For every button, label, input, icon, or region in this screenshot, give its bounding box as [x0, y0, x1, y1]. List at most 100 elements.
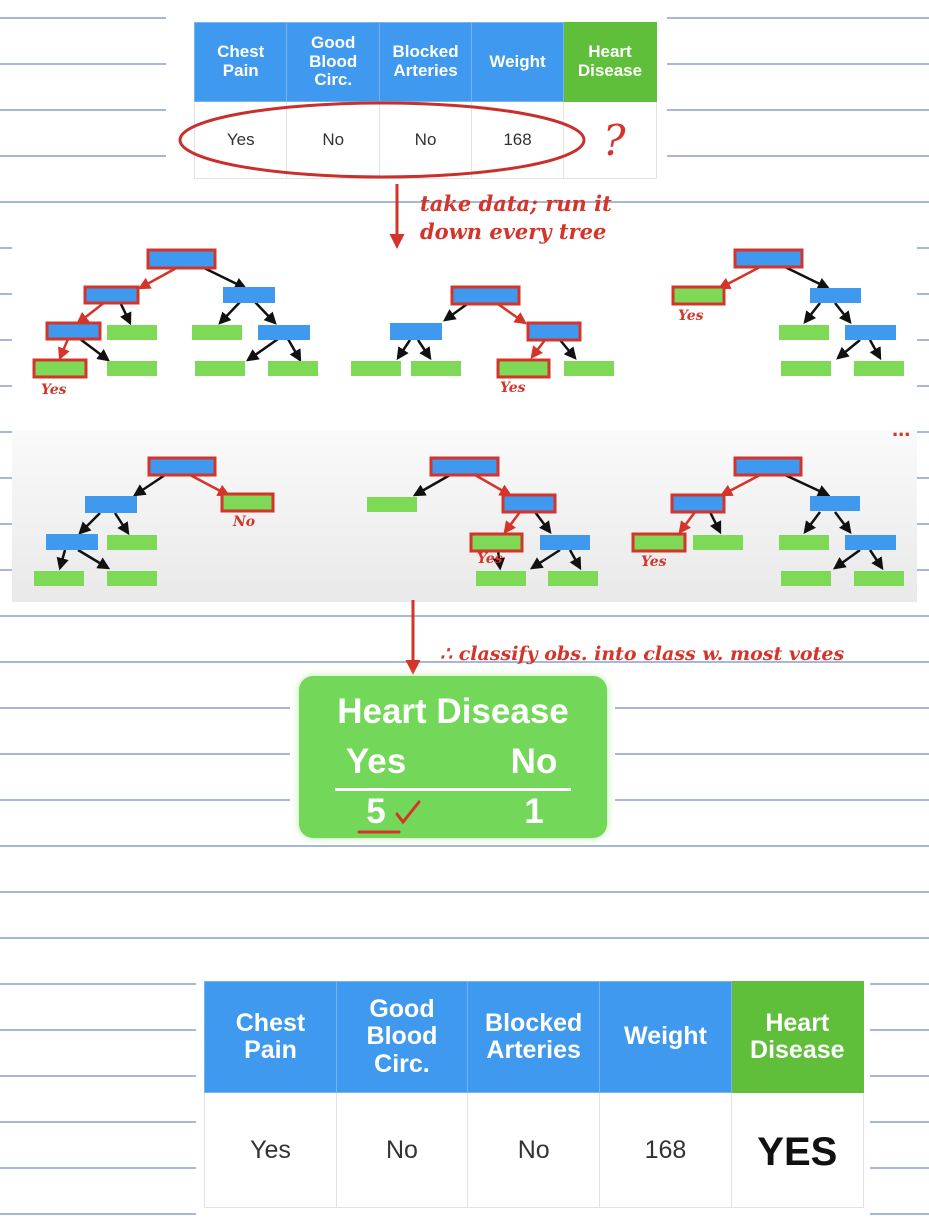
node-split [526, 321, 582, 342]
leaf [854, 571, 904, 586]
node-split [85, 496, 137, 513]
header-label: Weight [489, 51, 546, 71]
leaf [351, 361, 401, 376]
node-split [83, 285, 140, 305]
node-split [810, 288, 861, 303]
leaf-selected [469, 532, 524, 553]
header-label: Chest Pain [217, 42, 265, 80]
tree-2-vote-label: Yes [500, 380, 526, 396]
leaf [779, 325, 829, 340]
input-row-circle [178, 101, 586, 179]
header-heart-disease: Heart Disease [730, 981, 865, 1093]
tree-5 [367, 456, 598, 586]
vote-yes-label: Yes [345, 742, 407, 781]
tree-5-vote-label: Yes [477, 551, 503, 567]
leaf [564, 361, 614, 376]
leaf [195, 361, 245, 376]
leaf [476, 571, 526, 586]
node-split [258, 325, 310, 340]
leaf [192, 325, 242, 340]
vote-title: Heart Disease [337, 692, 569, 731]
leaf [854, 361, 904, 376]
note-line: down every tree [420, 219, 607, 244]
header-label: Blocked Arteries [392, 42, 459, 80]
header-good-blood-circ: Good Blood Circ. [286, 22, 380, 102]
node-root [733, 456, 803, 477]
leaf [107, 361, 157, 376]
cell-good-blood-circ: No [335, 1092, 468, 1208]
node-split [390, 323, 442, 340]
cell-weight: 168 [599, 1092, 732, 1208]
node-split [670, 493, 726, 514]
vote-yes-count: 5 [366, 792, 386, 831]
node-root [147, 456, 217, 477]
header-chest-pain: Chest Pain [193, 22, 288, 102]
node-split [540, 535, 590, 550]
leaf-selected [496, 358, 551, 379]
table-header-row: Chest Pain Good Blood Circ. Blocked Arte… [204, 981, 865, 1093]
vote-no-label: No [510, 742, 558, 781]
header-chest-pain: Chest Pain [204, 981, 337, 1093]
leaf-selected [220, 492, 275, 513]
leaf [781, 571, 831, 586]
cell-heart-disease-result: YES [730, 1092, 865, 1208]
leaf [107, 325, 157, 340]
cell-heart-disease-unknown [562, 101, 658, 179]
vote-no-count: 1 [524, 792, 544, 831]
note-classify: ∴ classify obs. into class w. most votes [440, 643, 845, 665]
node-root [733, 248, 804, 269]
tree-3-vote-label: Yes [678, 308, 704, 324]
table-row: Yes No No 168 YES [204, 1092, 865, 1208]
cell-chest-pain: Yes [204, 1092, 337, 1208]
vote-check-marks [357, 800, 421, 834]
more-trees-ellipsis: ... [892, 416, 911, 441]
unknown-question-mark: ? [603, 116, 626, 165]
node-split [810, 496, 860, 511]
node-split [46, 534, 98, 550]
leaf [367, 497, 417, 512]
result-table: Chest Pain Good Blood Circ. Blocked Arte… [204, 981, 865, 1208]
leaf [693, 535, 743, 550]
header-blocked-arteries: Blocked Arteries [378, 22, 473, 102]
table-header-row: Chest Pain Good Blood Circ. Blocked Arte… [193, 22, 658, 102]
header-weight: Weight [599, 981, 732, 1093]
header-label: Good Blood Circ. [309, 32, 358, 90]
header-good-blood-circ: Good Blood Circ. [335, 981, 468, 1093]
vote-divider [335, 788, 571, 791]
node-split [845, 325, 896, 340]
vote-check-icon [395, 800, 421, 825]
header-label: Weight [624, 1022, 707, 1051]
cell-blocked-arteries: No [466, 1092, 601, 1208]
tree-1 [32, 248, 318, 379]
tree-4 [34, 456, 275, 586]
header-blocked-arteries: Blocked Arteries [466, 981, 601, 1093]
tree-3 [671, 248, 904, 376]
node-split [501, 493, 557, 514]
vote-tally-box: Heart Disease Yes No 5 1 [299, 676, 607, 838]
note-line: take data; run it [420, 191, 612, 216]
header-label: Chest Pain [235, 1008, 306, 1064]
node-split [223, 287, 275, 303]
tree-1-vote-label: Yes [41, 382, 67, 398]
header-label: Good Blood Circ. [366, 994, 438, 1078]
table-row: Yes No No 168 [193, 101, 658, 179]
node-split [845, 535, 896, 550]
tree-6 [631, 456, 904, 586]
node-root [146, 248, 217, 270]
header-label: Heart Disease [577, 42, 643, 80]
input-data-table: Chest Pain Good Blood Circ. Blocked Arte… [193, 22, 658, 179]
node-root [429, 456, 500, 477]
node-split [45, 321, 102, 341]
header-label: Blocked Arteries [485, 1008, 583, 1064]
leaf-selected [671, 285, 726, 306]
leaf [34, 571, 84, 586]
leaf-selected [32, 358, 88, 379]
leaf [781, 361, 831, 376]
cell-good-blood-circ: No [286, 101, 380, 179]
leaf [107, 571, 157, 586]
leaf [268, 361, 318, 376]
leaf [107, 535, 157, 550]
node-root [450, 285, 521, 306]
tree-2 [351, 285, 614, 379]
